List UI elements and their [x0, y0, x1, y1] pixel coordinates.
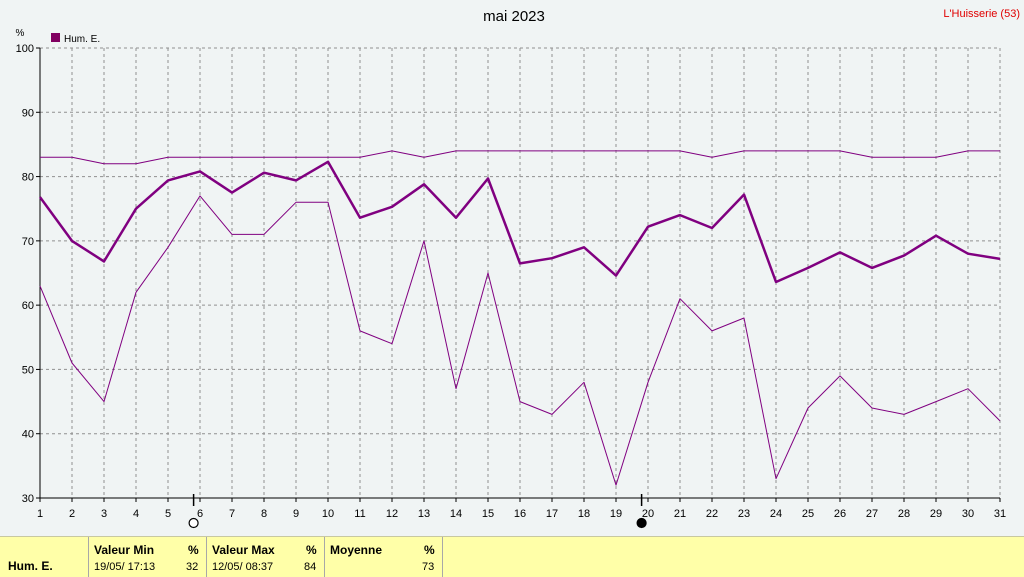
- x-tick-label: 23: [738, 508, 750, 520]
- stats-series-label: Hum. E.: [8, 559, 53, 573]
- stats-separator: [324, 537, 325, 577]
- x-axis-ticks: 1 2 3 4 5 6 7 8 9 10 11 12 13 14 15 16 17 18 19 20 21 22 23 24 2…: [37, 498, 1006, 520]
- y-axis-unit: %: [16, 28, 25, 39]
- x-tick-label: 9: [293, 508, 299, 520]
- stats-avg-value: 73: [422, 561, 435, 573]
- location-label: L'Huisserie (53): [943, 8, 1020, 20]
- stats-avg-header: Moyenne: [330, 543, 383, 557]
- x-tick-label: 5: [165, 508, 171, 520]
- x-tick-label: 30: [962, 508, 974, 520]
- x-tick-label: 8: [261, 508, 267, 520]
- stats-separator: [206, 537, 207, 577]
- x-tick-label: 7: [229, 508, 235, 520]
- y-tick-label: 100: [16, 43, 34, 55]
- stats-max-header: Valeur Max: [212, 543, 275, 557]
- y-tick-label: 60: [22, 300, 34, 312]
- full-moon-icon: [188, 517, 199, 529]
- stats-max-unit: %: [306, 543, 317, 557]
- y-tick-label: 90: [22, 107, 34, 119]
- series-line-min: [39, 195, 1001, 486]
- x-tick-label: 12: [386, 508, 398, 520]
- legend: Hum. E.: [51, 33, 100, 45]
- x-tick-label: 24: [770, 508, 782, 520]
- y-tick-label: 50: [22, 364, 34, 376]
- x-tick-label: 3: [101, 508, 107, 520]
- x-tick-label: 19: [610, 508, 622, 520]
- x-tick-label: 11: [354, 508, 365, 520]
- x-tick-label: 31: [994, 508, 1006, 520]
- x-tick-label: 10: [322, 508, 334, 520]
- grid: [40, 47, 1001, 498]
- x-tick-label: 22: [706, 508, 718, 520]
- x-tick-label: 18: [578, 508, 590, 520]
- chart-title: mai 2023: [483, 8, 545, 25]
- stats-min-value: 32: [186, 561, 199, 573]
- stats-max-date: 12/05/ 08:37: [212, 561, 274, 573]
- chart: mai 2023 L'Huisserie (53) % Hum. E. 30 40…: [16, 8, 1020, 529]
- x-tick-label: 26: [834, 508, 846, 520]
- stats-min-header: Valeur Min: [94, 543, 155, 557]
- y-axis-ticks: 30 40 50 60 70 80 90 100: [16, 43, 40, 505]
- x-tick-label: 16: [514, 508, 526, 520]
- y-tick-label: 30: [22, 493, 34, 505]
- x-tick-label: 13: [418, 508, 430, 520]
- y-tick-label: 70: [22, 236, 34, 248]
- stats-min-unit: %: [188, 543, 199, 557]
- series-line-max: [40, 150, 1000, 165]
- stats-separator: [88, 537, 89, 577]
- legend-swatch-hum-e: [51, 33, 60, 42]
- x-tick-label: 14: [450, 508, 462, 520]
- series-group: [38, 150, 1001, 486]
- stats-separator: [442, 537, 443, 577]
- moon-markers: [188, 494, 647, 529]
- series-line-mean: [38, 160, 1001, 284]
- x-tick-label: 20: [642, 508, 654, 520]
- x-tick-label: 6: [197, 508, 203, 520]
- legend-label-hum-e: Hum. E.: [64, 34, 100, 45]
- stats-min-date: 19/05/ 17:13: [94, 561, 156, 573]
- x-tick-label: 25: [802, 508, 814, 520]
- stats-max-value: 84: [304, 561, 317, 573]
- stats-avg-unit: %: [424, 543, 435, 557]
- x-tick-label: 4: [133, 508, 139, 520]
- x-tick-label: 2: [69, 508, 75, 520]
- y-tick-label: 40: [22, 429, 34, 441]
- stats-panel: Hum. E. Valeur Min % 19/05/ 17:13 32 Val…: [0, 536, 1024, 577]
- x-tick-label: 15: [482, 508, 494, 520]
- x-tick-label: 17: [546, 508, 558, 520]
- x-tick-label: 28: [898, 508, 910, 520]
- x-tick-label: 21: [674, 508, 686, 520]
- x-tick-label: 1: [37, 508, 43, 520]
- x-tick-label: 29: [930, 508, 942, 520]
- x-tick-label: 27: [866, 508, 878, 520]
- y-tick-label: 80: [22, 172, 34, 184]
- new-moon-icon: [636, 517, 647, 529]
